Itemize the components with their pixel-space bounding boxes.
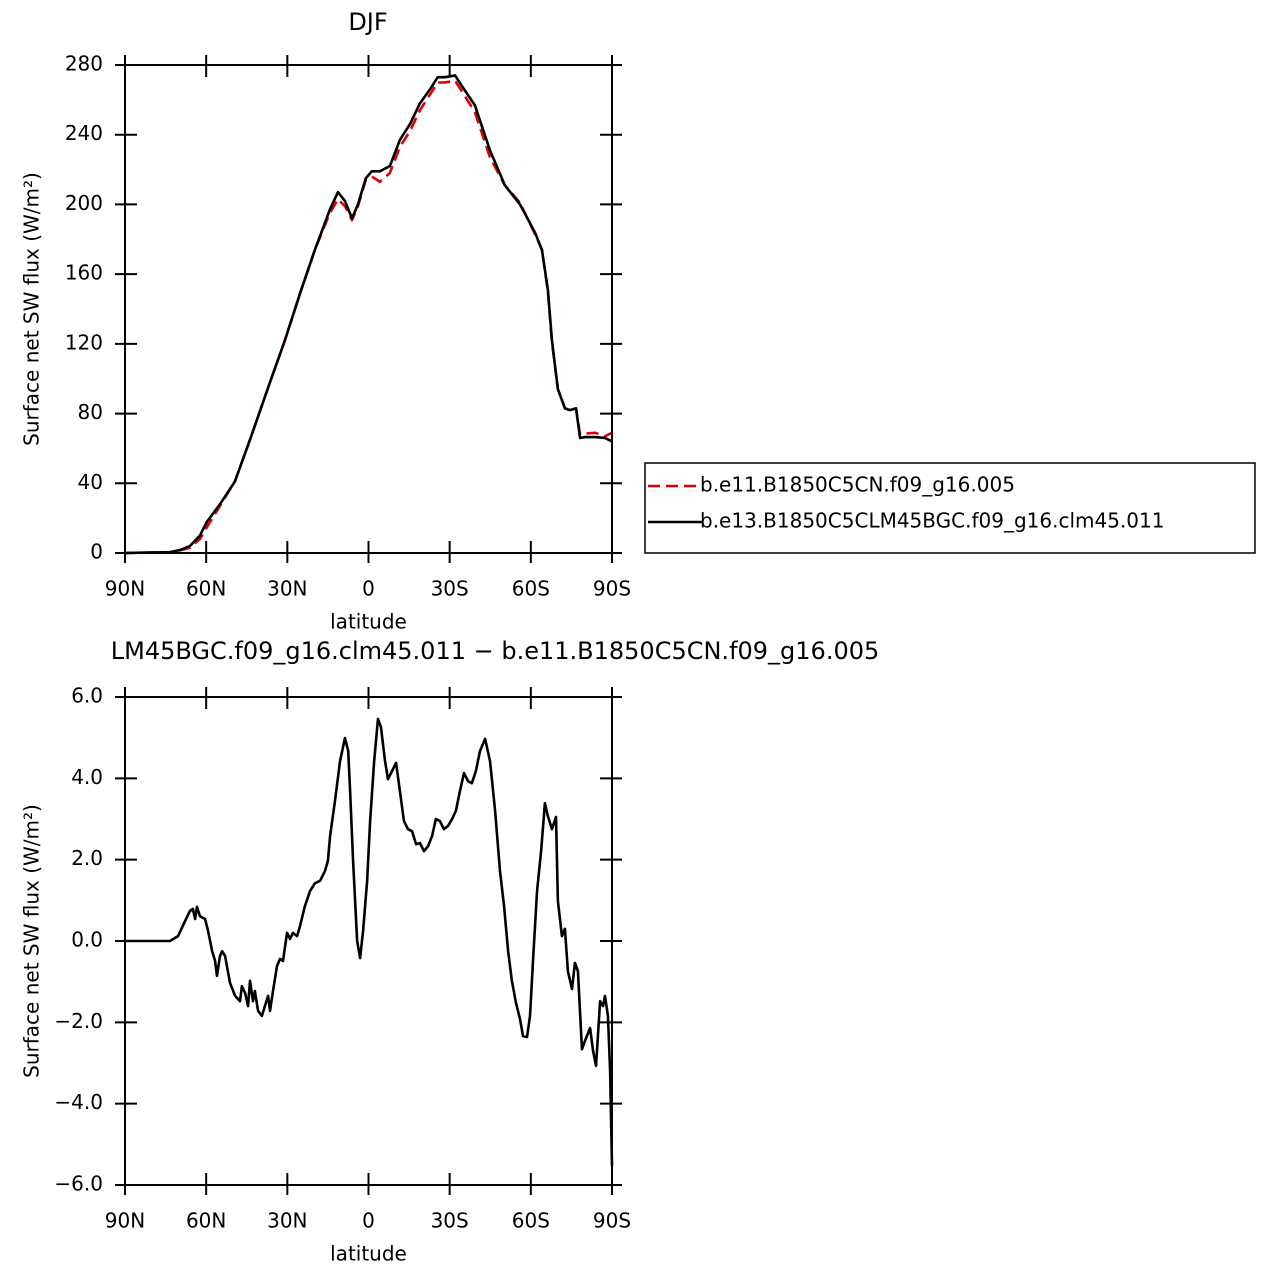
y-tick-label: −6.0 [54, 1172, 103, 1196]
y-tick-label: −4.0 [54, 1090, 103, 1114]
y-tick-label: 80 [78, 400, 103, 424]
x-tick-label: 90S [593, 1209, 631, 1233]
x-tick-label: 30S [431, 1209, 469, 1233]
x-axis-label: latitude [330, 610, 407, 634]
x-tick-label: 90S [593, 577, 631, 601]
y-tick-label: 280 [65, 52, 103, 76]
chart-title: LM45BGC.f09_g16.clm45.011 − b.e11.B1850C… [111, 637, 880, 665]
y-tick-label: 6.0 [71, 684, 103, 708]
y-tick-label: 160 [65, 261, 103, 285]
x-tick-label: 0 [362, 577, 375, 601]
plot-frame [124, 696, 613, 1186]
legend-label: b.e13.B1850C5CLM45BGC.f09_g16.clm45.011 [700, 509, 1164, 533]
plot-frame [124, 64, 613, 554]
y-tick-label: −2.0 [54, 1009, 103, 1033]
x-tick-label: 90N [105, 1209, 145, 1233]
x-tick-label: 60N [186, 577, 226, 601]
y-tick-label: 4.0 [71, 765, 103, 789]
y-tick-label: 0 [90, 540, 103, 564]
data-line [125, 717, 614, 1166]
y-axis-label: Surface net SW flux (W/m²) [20, 172, 44, 446]
x-tick-label: 60S [512, 1209, 550, 1233]
legend-label: b.e11.B1850C5CN.f09_g16.005 [700, 473, 1015, 497]
x-tick-label: 30S [431, 577, 469, 601]
chart-title: DJF [348, 8, 387, 36]
data-line [124, 79, 613, 555]
y-tick-label: 120 [65, 330, 103, 354]
x-tick-label: 90N [105, 577, 145, 601]
x-tick-label: 60N [186, 1209, 226, 1233]
x-tick-label: 60S [512, 577, 550, 601]
y-tick-label: 200 [65, 191, 103, 215]
legend-box [644, 462, 1256, 554]
y-tick-label: 40 [78, 470, 103, 494]
x-axis-label: latitude [330, 1242, 407, 1266]
x-tick-label: 30N [267, 577, 307, 601]
data-line [124, 74, 613, 555]
x-tick-label: 30N [267, 1209, 307, 1233]
x-tick-label: 0 [362, 1209, 375, 1233]
y-tick-label: 2.0 [71, 846, 103, 870]
y-tick-label: 0.0 [71, 928, 103, 952]
y-tick-label: 240 [65, 121, 103, 145]
y-axis-label: Surface net SW flux (W/m²) [20, 804, 44, 1078]
